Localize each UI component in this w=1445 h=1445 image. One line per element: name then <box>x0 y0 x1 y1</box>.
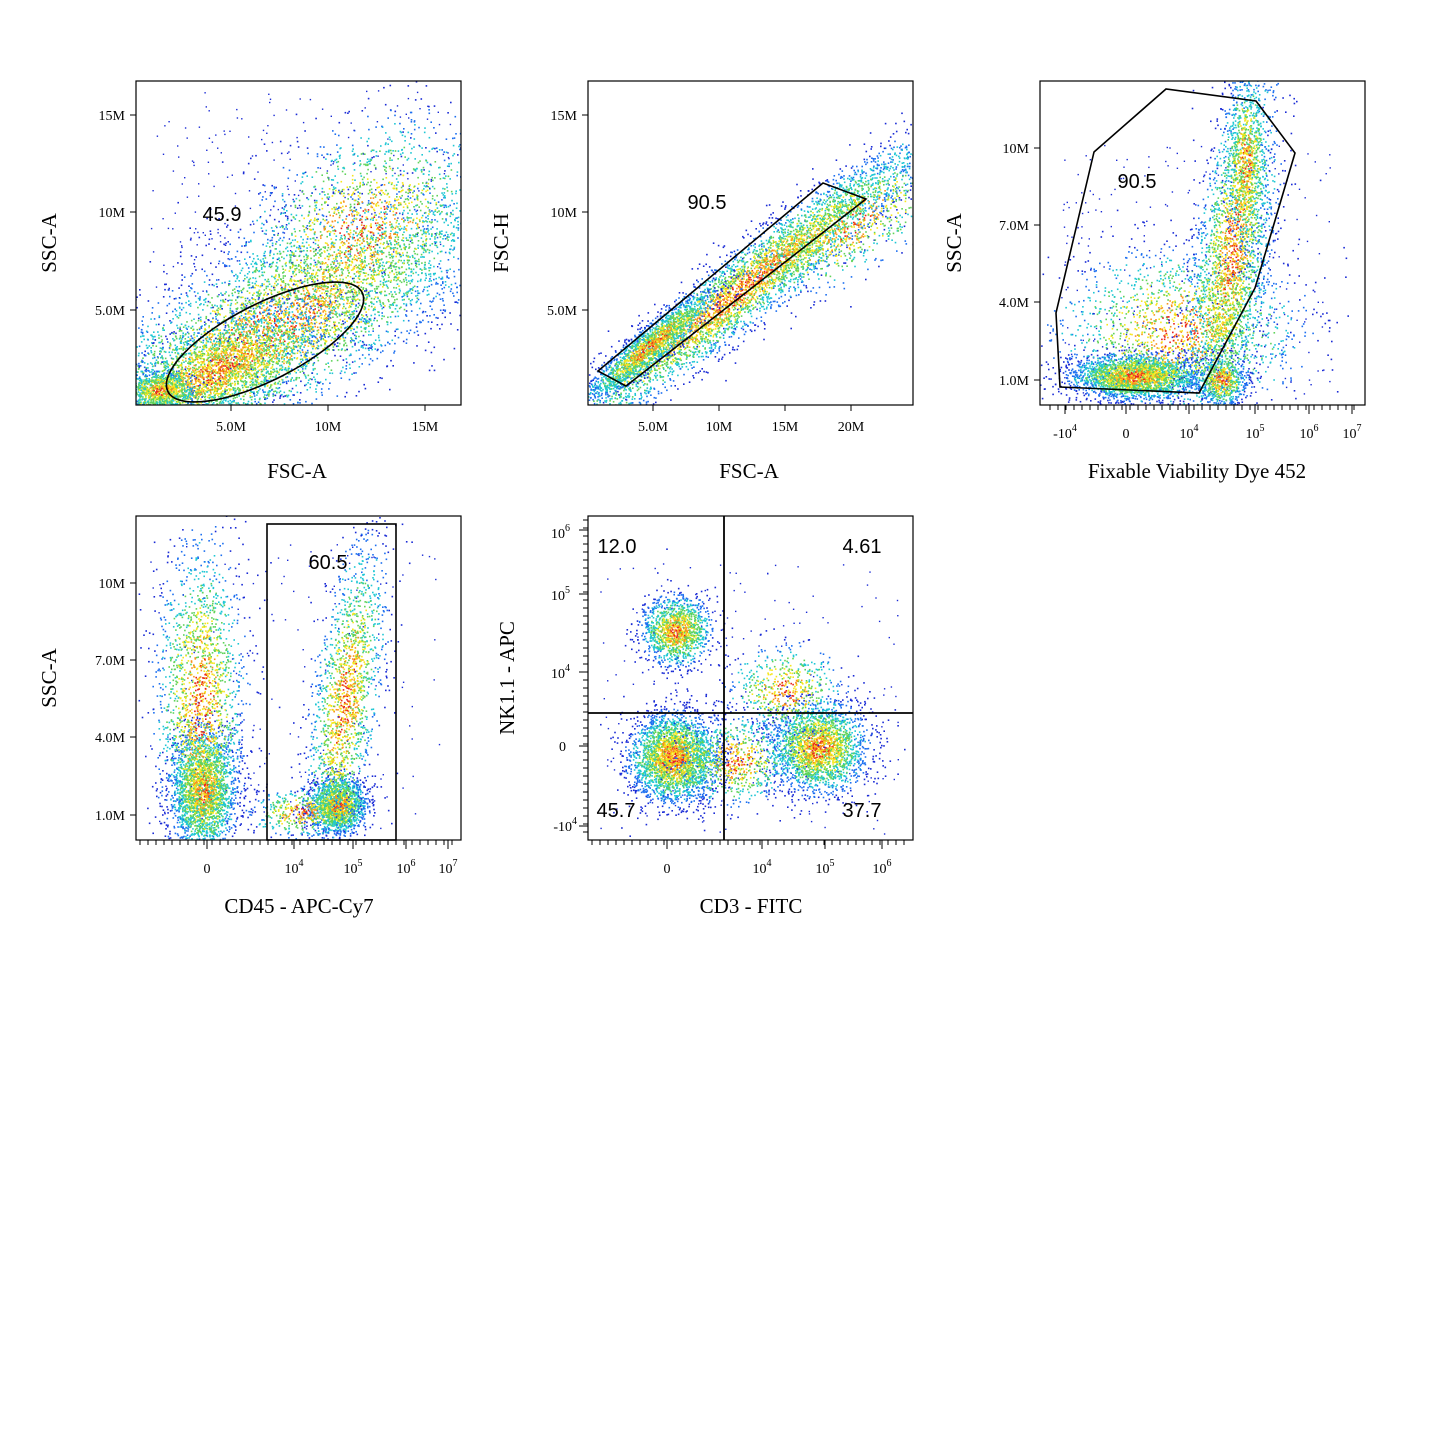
x-tick-label: 0 <box>1123 427 1130 442</box>
x-tick-label: 0 <box>204 862 211 877</box>
x-tick-label: 106 <box>1300 423 1319 442</box>
y-tick-label: 104 <box>551 663 570 682</box>
gate-percent: 90.5 <box>688 192 727 214</box>
x-axis-ticks <box>1049 405 1355 414</box>
gate-polygon[interactable] <box>596 182 868 387</box>
event-dots <box>136 81 461 405</box>
y-tick-label: 106 <box>551 523 570 542</box>
y-axis-label: NK1.1 - APC <box>495 621 519 735</box>
gate-percent: 45.9 <box>203 204 242 226</box>
y-axis-label: SSC-A <box>942 212 966 272</box>
plot-frame <box>587 515 914 841</box>
x-axis-label: FSC-A <box>267 459 327 483</box>
x-axis-label: CD3 - FITC <box>700 894 803 918</box>
x-tick-label: 5.0M <box>216 420 247 435</box>
gate-percent: 90.5 <box>1118 171 1157 193</box>
x-tick-label: 105 <box>1246 423 1265 442</box>
x-tick-label: 106 <box>397 858 416 877</box>
x-tick-label: 15M <box>412 420 439 435</box>
x-tick-label: 105 <box>816 858 835 877</box>
x-tick-label: 104 <box>1180 423 1199 442</box>
x-axis-label: CD45 - APC-Cy7 <box>224 894 373 918</box>
y-tick-label: 1.0M <box>999 374 1030 389</box>
x-tick-label: 107 <box>1343 423 1362 442</box>
gate-ellipse[interactable] <box>151 259 380 426</box>
quadrant-percent-top-left: 12.0 <box>598 536 637 558</box>
y-tick-label: 0 <box>559 740 566 755</box>
y-tick-label: 15M <box>99 109 126 124</box>
y-tick-label: 7.0M <box>999 219 1030 234</box>
x-tick-label: 5.0M <box>638 420 669 435</box>
panel-singlets: 90.5 5.0M 10M 15M 20M 5.0M 10M 15M FSC-A… <box>489 80 914 483</box>
x-tick-label: 106 <box>873 858 892 877</box>
x-tick-label: 15M <box>772 420 799 435</box>
y-tick-label: -104 <box>553 816 577 835</box>
y-axis-ticks <box>579 519 588 833</box>
panel-fsc-ssc: 45.9 5.0M 10M 15M 5.0M 10M 15M FSC-A SSC… <box>37 80 462 483</box>
x-axis-ticks <box>591 840 905 849</box>
x-axis-label: Fixable Viability Dye 452 <box>1088 459 1306 483</box>
plot-frame <box>587 80 914 406</box>
x-axis-ticks <box>139 840 453 849</box>
quadrant-percent-bottom-left: 45.7 <box>597 800 636 822</box>
event-dots <box>136 516 441 840</box>
x-tick-label: 10M <box>315 420 342 435</box>
gate-percent: 60.5 <box>309 552 348 574</box>
x-tick-label: 104 <box>285 858 304 877</box>
y-tick-label: 7.0M <box>95 654 126 669</box>
y-axis-label: SSC-A <box>37 647 61 707</box>
x-tick-label: 0 <box>664 862 671 877</box>
y-tick-label: 10M <box>99 206 126 221</box>
panel-cd3-nk11: 12.0 4.61 45.7 37.7 0 104 105 106 -104 0… <box>495 515 914 918</box>
y-axis-label: FSC-H <box>489 213 513 273</box>
x-tick-label: 104 <box>753 858 772 877</box>
event-dots <box>600 548 906 837</box>
x-tick-label: 10M <box>706 420 733 435</box>
x-tick-label: 20M <box>838 420 865 435</box>
plot-frame <box>135 80 462 406</box>
quadrant-percent-top-right: 4.61 <box>843 536 882 558</box>
panel-cd45: 60.5 0 104 105 106 107 1.0M 4.0M 7.0M 10… <box>37 515 462 918</box>
y-tick-label: 10M <box>1003 142 1030 157</box>
y-tick-label: 5.0M <box>547 304 578 319</box>
y-tick-label: 4.0M <box>95 731 126 746</box>
event-dots <box>1040 81 1349 405</box>
x-tick-label: 105 <box>344 858 363 877</box>
quadrant-percent-bottom-right: 37.7 <box>843 800 882 822</box>
panel-viability: 90.5 -104 0 104 105 106 107 1.0M 4.0M 7.… <box>942 80 1366 483</box>
x-tick-label: 107 <box>439 858 458 877</box>
x-tick-label: -104 <box>1053 423 1077 442</box>
y-tick-label: 15M <box>551 109 578 124</box>
event-dots <box>588 112 913 405</box>
y-tick-label: 1.0M <box>95 809 126 824</box>
y-tick-label: 4.0M <box>999 296 1030 311</box>
y-tick-label: 10M <box>99 577 126 592</box>
y-tick-label: 5.0M <box>95 304 126 319</box>
y-tick-label: 10M <box>551 206 578 221</box>
y-axis-label: SSC-A <box>37 212 61 272</box>
y-tick-label: 105 <box>551 585 570 604</box>
gate-polygon[interactable] <box>1055 88 1296 394</box>
x-axis-label: FSC-A <box>719 459 779 483</box>
